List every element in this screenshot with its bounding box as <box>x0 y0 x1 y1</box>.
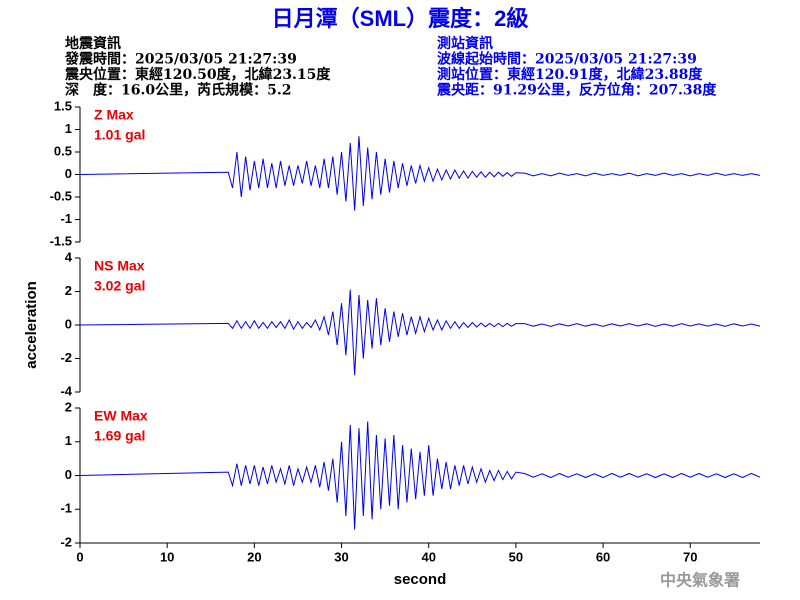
max-label: 1.01 gal <box>94 127 145 143</box>
y-tick-label: 1.5 <box>54 98 72 113</box>
info-line: 發震時間：2025/03/05 21:27:39 <box>64 51 297 68</box>
x-tick-label: 10 <box>160 549 174 564</box>
x-tick-label: 30 <box>334 549 348 564</box>
y-tick-label: 0 <box>65 166 72 181</box>
y-tick-label: 1 <box>65 433 72 448</box>
info-line: 波線起始時間：2025/03/05 21:27:39 <box>437 51 697 68</box>
title: 日月潭（SML）震度：2級 <box>272 6 529 31</box>
info-line: 地震資訊 <box>65 35 121 52</box>
info-line: 測站資訊 <box>437 35 493 52</box>
y-tick-label: -2 <box>60 534 72 549</box>
info-line: 深 度：16.0公里，芮氏規模：5.2 <box>65 82 291 99</box>
y-tick-label: 1 <box>65 121 72 136</box>
max-label: 3.02 gal <box>94 278 145 294</box>
agency: 中央氣象署 <box>660 571 740 590</box>
y-tick-label: 0 <box>65 316 72 331</box>
y-tick-label: 0.5 <box>54 143 72 158</box>
y-tick-label: -2 <box>60 350 72 365</box>
y-tick-label: -4 <box>60 383 72 398</box>
y-tick-label: 2 <box>65 283 72 298</box>
info-line: 震央距：91.29公里，反方位角：207.38度 <box>436 82 717 99</box>
max-label: NS Max <box>94 258 145 274</box>
x-tick-label: 20 <box>247 549 261 564</box>
y-tick-label: 4 <box>65 249 73 264</box>
x-tick-label: 50 <box>509 549 523 564</box>
x-tick-label: 40 <box>421 549 435 564</box>
y-tick-label: -0.5 <box>50 188 72 203</box>
info-line: 測站位置：東經120.91度，北緯23.88度 <box>437 66 703 83</box>
x-axis-label: second <box>394 571 447 588</box>
x-tick-label: 60 <box>596 549 610 564</box>
waveform <box>79 289 761 376</box>
y-tick-label: -1 <box>60 501 72 516</box>
x-tick-label: 70 <box>683 549 697 564</box>
max-label: Z Max <box>94 107 134 123</box>
y-tick-label: 2 <box>65 399 72 414</box>
y-tick-label: -1.5 <box>50 233 72 248</box>
waveform <box>79 421 761 530</box>
x-tick-label: 0 <box>76 549 83 564</box>
y-tick-label: 0 <box>65 467 72 482</box>
max-label: 1.69 gal <box>94 428 145 444</box>
info-line: 震央位置：東經120.50度，北緯23.15度 <box>64 66 331 83</box>
y-tick-label: -1 <box>60 211 72 226</box>
waveform <box>79 136 761 211</box>
max-label: EW Max <box>94 408 148 424</box>
y-axis-label: acceleration <box>23 281 40 369</box>
